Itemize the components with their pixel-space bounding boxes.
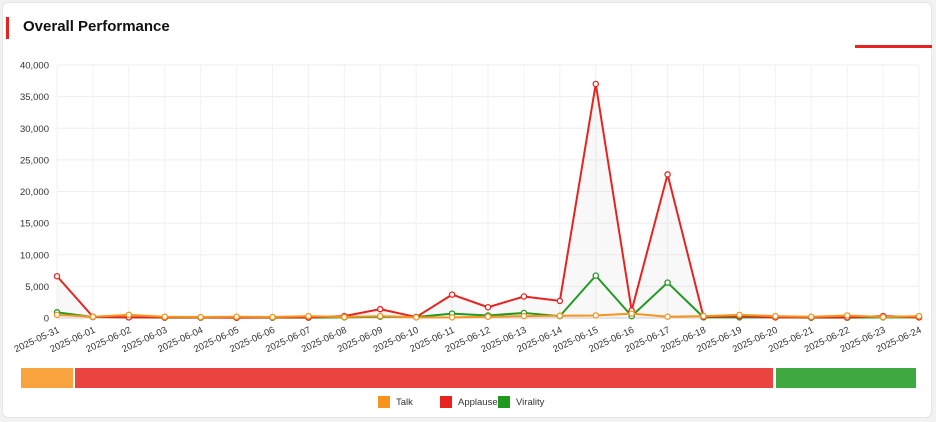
navigator-block-applause[interactable]	[75, 368, 773, 388]
point-talk	[915, 312, 923, 320]
point-talk	[341, 313, 348, 321]
legend-item-virality[interactable]: Virality	[498, 396, 544, 408]
point-talk	[772, 312, 779, 320]
y-tick-label: 15,000	[20, 219, 49, 230]
legend-item-applause[interactable]: Applause	[440, 396, 498, 408]
y-tick-label: 0	[44, 314, 49, 325]
legend-label-talk: Talk	[396, 396, 413, 408]
point-talk	[520, 312, 528, 320]
navigator-block-virality[interactable]	[776, 368, 916, 388]
legend-swatch-applause	[440, 396, 452, 408]
legend-item-talk[interactable]: Talk	[378, 396, 413, 408]
corner-accent-line	[855, 45, 932, 48]
point-applause	[448, 291, 456, 298]
navigator-block-talk[interactable]	[21, 368, 73, 388]
point-talk	[233, 313, 240, 320]
y-axis: 0 5,000 10,000 15,000 20,000 25,000 30,000 35,0…	[20, 61, 49, 325]
legend-label-applause: Applause	[458, 396, 498, 408]
chart-grid	[56, 64, 920, 319]
point-talk	[808, 313, 815, 320]
y-tick-label: 30,000	[20, 124, 49, 135]
y-tick-label: 40,000	[20, 61, 49, 72]
point-talk	[89, 313, 97, 320]
title-accent-bar	[6, 17, 9, 39]
legend-swatch-virality	[498, 396, 510, 408]
point-applause	[376, 305, 384, 313]
point-talk	[305, 312, 312, 320]
y-tick-label: 10,000	[20, 250, 49, 261]
y-tick-label: 25,000	[20, 155, 49, 166]
point-applause	[53, 273, 61, 280]
point-talk	[592, 312, 600, 319]
point-talk	[125, 311, 133, 319]
point-talk	[879, 313, 887, 321]
point-talk	[412, 314, 420, 321]
point-talk	[448, 314, 456, 321]
point-talk	[556, 312, 564, 320]
point-applause	[664, 171, 671, 178]
x-axis: 2025-05-312025-06-012025-06-022025-06-03…	[13, 325, 924, 356]
chart-title: Overall Performance	[23, 18, 170, 35]
point-talk	[664, 313, 671, 320]
point-talk	[628, 310, 635, 317]
point-applause	[556, 297, 564, 305]
point-talk	[197, 313, 204, 321]
legend-swatch-talk	[378, 396, 390, 408]
point-virality	[664, 279, 671, 286]
point-talk	[376, 312, 384, 320]
point-talk	[736, 311, 743, 319]
point-talk	[700, 312, 707, 320]
point-applause	[484, 303, 492, 311]
point-talk	[484, 313, 492, 320]
point-applause	[592, 80, 600, 88]
point-applause	[520, 293, 528, 300]
chart-card: Overall Performance	[2, 2, 932, 418]
point-talk	[161, 313, 168, 320]
chart-points	[53, 80, 923, 321]
point-virality	[592, 272, 600, 279]
legend-label-virality: Virality	[516, 396, 545, 408]
point-talk	[269, 313, 276, 321]
point-talk	[53, 311, 61, 319]
y-tick-label: 20,000	[20, 187, 49, 198]
point-talk	[843, 312, 851, 319]
chart-legend: Talk Applause Virality	[0, 396, 936, 412]
y-tick-label: 5,000	[25, 282, 49, 293]
y-tick-label: 35,000	[20, 92, 49, 103]
